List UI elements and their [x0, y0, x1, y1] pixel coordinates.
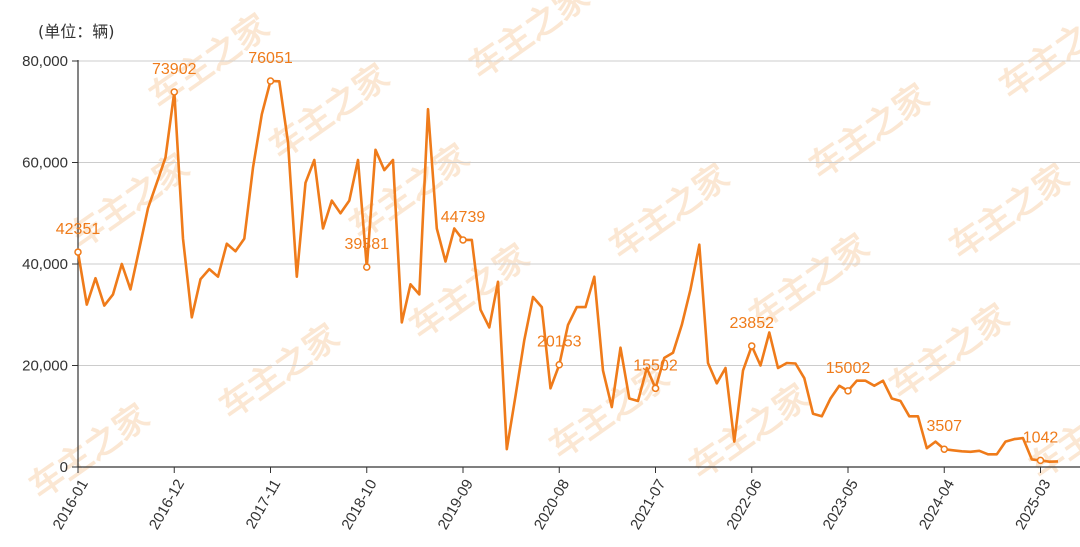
y-tick-label: 60,000	[22, 155, 68, 172]
watermark-text: 车主之家	[942, 157, 1076, 268]
x-tick-label: 2019-09	[435, 477, 477, 533]
data-point-marker	[555, 360, 563, 369]
y-axis-ticks: 0 20,000 40,000 60,000 80,000	[22, 53, 78, 476]
watermark-text: 车主之家	[992, 0, 1080, 107]
grid-lines	[78, 60, 1080, 366]
series-layer	[76, 79, 1059, 464]
data-point-marker	[170, 88, 178, 96]
y-tick-label: 40,000	[22, 256, 68, 273]
watermark-text: 车主之家	[462, 0, 596, 87]
data-point-marker	[363, 263, 371, 271]
data-point-marker	[844, 387, 852, 395]
x-tick-label: 2017-11	[243, 477, 285, 532]
data-label: 20153	[537, 334, 582, 351]
data-label: 3507	[926, 418, 962, 435]
data-label: 39381	[345, 236, 390, 253]
x-tick-label: 2016-12	[146, 477, 188, 533]
watermark-text: 车主之家	[882, 297, 1016, 408]
watermark-text: 车主之家	[22, 397, 156, 508]
data-point-marker	[1036, 456, 1045, 465]
data-label: 15502	[633, 357, 678, 374]
x-tick-label: 2021-07	[627, 477, 669, 533]
data-label: 76051	[248, 50, 293, 67]
x-tick-label: 2023-05	[820, 477, 862, 533]
data-labels: 42351 73902 76051 39381 44739 20153 15502 23852…	[56, 50, 1059, 465]
data-label: 73902	[152, 61, 197, 78]
data-point-marker	[459, 236, 467, 244]
data-label: 15002	[826, 360, 871, 377]
watermark-text: 车主之家	[682, 377, 816, 488]
x-tick-label: 2018-10	[338, 477, 380, 533]
x-tick-label: 2024-04	[916, 477, 958, 533]
data-point-marker	[266, 77, 275, 85]
data-point-marker	[940, 445, 948, 453]
data-label: 1042	[1023, 429, 1059, 446]
data-point-marker	[651, 384, 660, 393]
data-label: 23852	[730, 315, 775, 332]
series-line	[76, 79, 1059, 464]
data-label: 42351	[56, 221, 101, 238]
x-tick-label: 2025-03	[1012, 477, 1054, 533]
x-tick-label: 2020-08	[531, 477, 573, 533]
data-point-marker	[74, 248, 82, 256]
y-tick-label: 80,000	[22, 53, 68, 70]
y-tick-label: 0	[60, 459, 68, 476]
y-axis-unit-label: (单位：辆)	[38, 22, 115, 41]
y-tick-label: 20,000	[22, 358, 68, 375]
watermark-text: 车主之家	[802, 77, 936, 188]
data-label: 44739	[441, 209, 486, 226]
watermark-text: 车主之家	[62, 147, 196, 258]
watermark-text: 车主之家	[602, 157, 736, 268]
data-point-marker	[748, 342, 756, 350]
x-tick-label: 2022-06	[723, 477, 765, 533]
watermark-text: 车主之家	[212, 317, 346, 428]
